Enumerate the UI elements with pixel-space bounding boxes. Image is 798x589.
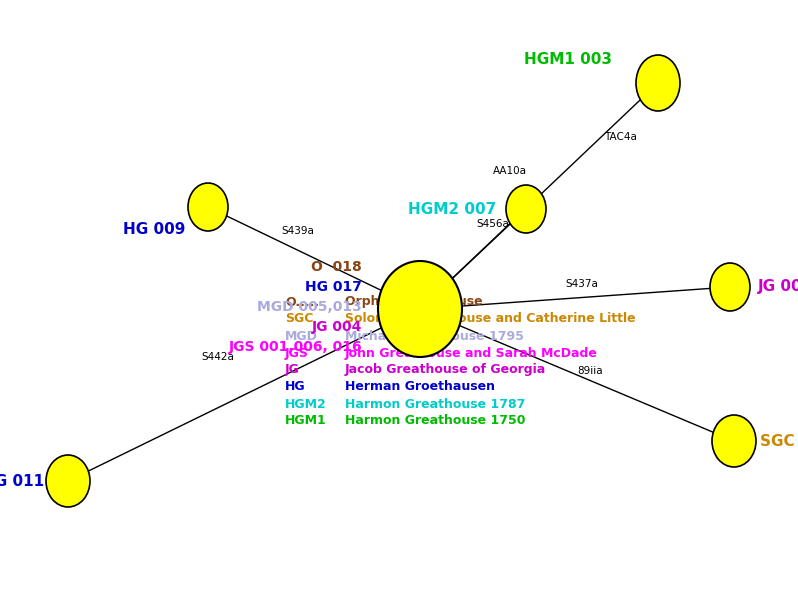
Ellipse shape <box>506 185 546 233</box>
Text: S439a: S439a <box>282 226 314 236</box>
Text: Jacob Greathouse of Georgia: Jacob Greathouse of Georgia <box>345 363 547 376</box>
Text: JGS 001,006, 016: JGS 001,006, 016 <box>228 340 362 354</box>
Text: MGD: MGD <box>285 329 318 342</box>
Ellipse shape <box>46 455 90 507</box>
Text: HG 011: HG 011 <box>0 474 44 488</box>
Text: S456a: S456a <box>476 219 509 229</box>
Text: HGM2 007: HGM2 007 <box>408 201 496 217</box>
Text: JG 008: JG 008 <box>758 280 798 294</box>
Text: JG: JG <box>285 363 300 376</box>
Text: HGM2: HGM2 <box>285 398 326 411</box>
Text: HG 017: HG 017 <box>305 280 362 294</box>
Text: 89iia: 89iia <box>577 366 602 376</box>
Text: JGS: JGS <box>285 346 309 359</box>
Text: SGC 010: SGC 010 <box>760 434 798 448</box>
Text: TAC4a: TAC4a <box>603 132 637 142</box>
Text: S437a: S437a <box>566 279 598 289</box>
Text: Michael Greathouse 1795: Michael Greathouse 1795 <box>345 329 523 342</box>
Text: HGM1 003: HGM1 003 <box>524 51 612 67</box>
Text: HG: HG <box>285 380 306 393</box>
Text: Herman Groethausen: Herman Groethausen <box>345 380 495 393</box>
Text: Solomon Greathouse and Catherine Little: Solomon Greathouse and Catherine Little <box>345 313 636 326</box>
Ellipse shape <box>636 55 680 111</box>
Text: AA10a: AA10a <box>493 166 527 176</box>
Text: S442a: S442a <box>202 352 235 362</box>
Text: O.....: O..... <box>285 296 319 309</box>
Ellipse shape <box>710 263 750 311</box>
Text: SGC: SGC <box>285 313 314 326</box>
Text: Harmon Greathouse 1787: Harmon Greathouse 1787 <box>345 398 525 411</box>
Text: John Greathouse and Sarah McDade: John Greathouse and Sarah McDade <box>345 346 598 359</box>
Text: HG 009: HG 009 <box>123 221 185 237</box>
Text: MGD 005,013: MGD 005,013 <box>257 300 362 314</box>
Text: O  018: O 018 <box>311 260 362 274</box>
Ellipse shape <box>712 415 756 467</box>
Text: Orphan Greathouse: Orphan Greathouse <box>345 296 483 309</box>
Text: HGM1: HGM1 <box>285 415 326 428</box>
Ellipse shape <box>378 261 462 357</box>
Ellipse shape <box>188 183 228 231</box>
Text: Harmon Greathouse 1750: Harmon Greathouse 1750 <box>345 415 526 428</box>
Text: JG 004: JG 004 <box>312 320 362 334</box>
